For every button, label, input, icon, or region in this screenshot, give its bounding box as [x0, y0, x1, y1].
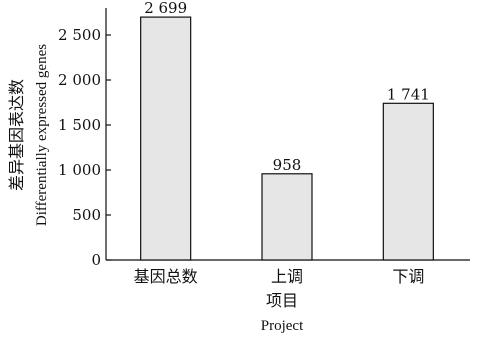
bars — [140, 16, 434, 261]
y-axis-title-en: Differentially expressed genes — [34, 44, 50, 226]
bar — [140, 16, 192, 261]
y-tick-label: 500 — [72, 206, 101, 224]
axes: 0 500 1 000 1 500 2 000 2 500 — [58, 8, 470, 269]
data-label: 1 741 — [387, 85, 430, 103]
x-axis-title-en: Project — [261, 318, 304, 334]
bar — [261, 173, 313, 261]
y-tick-label: 0 — [91, 251, 101, 269]
data-label: 958 — [273, 156, 302, 174]
x-tick-label: 下调 — [392, 267, 424, 286]
x-axis-title: 项目 — [266, 291, 298, 310]
y-tick-label: 1 000 — [58, 161, 101, 179]
y-tick-label: 2 500 — [58, 26, 101, 44]
y-axis-title: 差异基因表达数 — [7, 79, 26, 191]
bar — [382, 102, 434, 261]
y-tick-label: 2 000 — [58, 71, 101, 89]
data-label: 2 699 — [144, 0, 187, 17]
x-tick-label: 上调 — [271, 267, 303, 286]
x-tick-label: 基因总数 — [134, 267, 198, 286]
labels: 2 699 基因总数 958 上调 1 741 下调 — [134, 0, 430, 286]
y-tick-label: 1 500 — [58, 116, 101, 134]
